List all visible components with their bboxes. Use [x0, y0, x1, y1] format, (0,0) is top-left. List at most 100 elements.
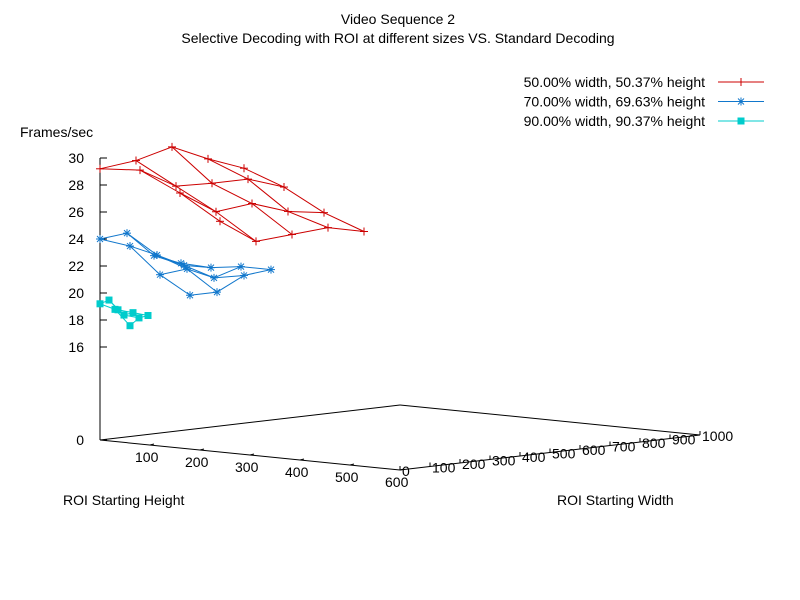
- series-3-point: [111, 305, 119, 313]
- series-1-point: [168, 142, 176, 151]
- floor-back-edge: [99, 404, 401, 441]
- width-tick-label: 600: [582, 442, 606, 458]
- series-3-point: [105, 296, 113, 304]
- plot-area: [96, 142, 368, 330]
- series-1-column-line: [135, 160, 257, 242]
- series-3-point: [129, 309, 137, 317]
- width-tick-label: 500: [552, 446, 576, 462]
- width-tick-label: 900: [672, 432, 696, 448]
- series-2-point: [153, 251, 161, 260]
- series-2-point: [183, 264, 191, 273]
- series-2-row-line: [129, 245, 212, 269]
- series-2-point: [213, 288, 221, 297]
- series-1-surface: [96, 142, 368, 246]
- z-tick-label: 30: [68, 150, 84, 166]
- z-tick-label: 18: [68, 312, 84, 328]
- legend-label: 90.00% width, 90.37% height: [524, 113, 705, 129]
- series-2-row-line: [99, 232, 182, 264]
- series-1-point: [288, 230, 296, 239]
- z-tick-label: 28: [68, 177, 84, 193]
- z-tick-label: 0: [76, 432, 84, 448]
- legend: 50.00% width, 50.37% height 70.00% width,…: [524, 74, 764, 129]
- series-1-point: [280, 183, 288, 192]
- legend-marker: [737, 97, 745, 106]
- series-2-row-line: [159, 266, 242, 279]
- height-tick-mark: [349, 463, 355, 466]
- series-1-point: [208, 179, 216, 188]
- series-1-point: [172, 182, 180, 191]
- height-tick-label: 400: [285, 464, 309, 480]
- chart-title: Video Sequence 2: [341, 11, 455, 27]
- series-3-point: [135, 314, 143, 322]
- series-2-row-line: [189, 269, 272, 296]
- series-1-point: [216, 217, 224, 226]
- width-axis-label: ROI Starting Width: [557, 492, 674, 508]
- series-2-point: [186, 291, 194, 300]
- height-tick-label: 500: [335, 469, 359, 485]
- series-1-point: [324, 223, 332, 232]
- series-1-column-line: [99, 168, 221, 222]
- width-tick-label: 400: [522, 449, 546, 465]
- height-tick-label: 300: [235, 459, 259, 475]
- legend-label: 50.00% width, 50.37% height: [524, 74, 705, 90]
- series-1-point: [136, 166, 144, 175]
- width-tick-label: 1000: [702, 428, 733, 444]
- series-3-point: [96, 300, 104, 308]
- z-tick-label: 22: [68, 258, 84, 274]
- series-1-column-line: [243, 167, 365, 232]
- series-1-column-line: [207, 158, 329, 229]
- series-2-point: [123, 229, 131, 238]
- series-2-point: [240, 271, 248, 280]
- series-1-point: [252, 237, 260, 246]
- legend-marker: [737, 78, 745, 86]
- series-2-column-line: [153, 255, 245, 279]
- series-1-point: [244, 175, 252, 184]
- legend-label: 70.00% width, 69.63% height: [524, 94, 705, 110]
- series-1-point: [240, 164, 248, 173]
- chart-subtitle: Selective Decoding with ROI at different…: [181, 30, 614, 46]
- width-tick-label: 0: [402, 463, 410, 479]
- series-2-point: [210, 273, 218, 282]
- z-axis-label: Frames/sec: [20, 124, 93, 140]
- series-2-point: [150, 251, 158, 260]
- series-3-surface: [96, 296, 152, 330]
- series-1-point: [132, 156, 140, 165]
- series-2-column-line: [99, 238, 191, 296]
- series-3-point: [144, 312, 152, 319]
- height-tick-label: 100: [135, 449, 159, 465]
- series-1-column-line: [171, 146, 293, 235]
- series-2-point: [156, 270, 164, 279]
- series-2-point: [126, 242, 134, 251]
- width-tick-label: 100: [432, 460, 456, 476]
- series-3-point: [126, 322, 134, 330]
- series-1-point: [204, 154, 212, 163]
- series-2-point: [96, 235, 104, 243]
- z-tick-label: 24: [68, 231, 84, 247]
- series-1-point: [176, 189, 184, 197]
- floor-right-edge: [399, 404, 701, 436]
- height-tick-mark: [149, 443, 155, 446]
- series-2-surface: [96, 229, 275, 300]
- series-1-point: [284, 207, 292, 216]
- z-tick-label: 26: [68, 204, 84, 220]
- z-tick-label: 20: [68, 285, 84, 301]
- width-tick-label: 700: [612, 439, 636, 455]
- height-tick-mark: [249, 453, 255, 456]
- width-tick-label: 800: [642, 435, 666, 451]
- height-tick-mark: [299, 458, 305, 461]
- series-1-point: [360, 227, 368, 236]
- z-tick-label: 16: [68, 339, 84, 355]
- series-1-point: [96, 164, 104, 173]
- series-1-point: [212, 207, 220, 216]
- series-2-point: [267, 265, 275, 274]
- height-tick-mark: [199, 448, 205, 451]
- width-tick-label: 300: [492, 453, 516, 469]
- series-2-column-line: [180, 262, 272, 271]
- legend-marker: [737, 117, 745, 125]
- height-tick-label: 600: [385, 474, 409, 490]
- height-tick-label: 200: [185, 454, 209, 470]
- series-3-point: [120, 311, 128, 319]
- series-2-point: [207, 263, 215, 272]
